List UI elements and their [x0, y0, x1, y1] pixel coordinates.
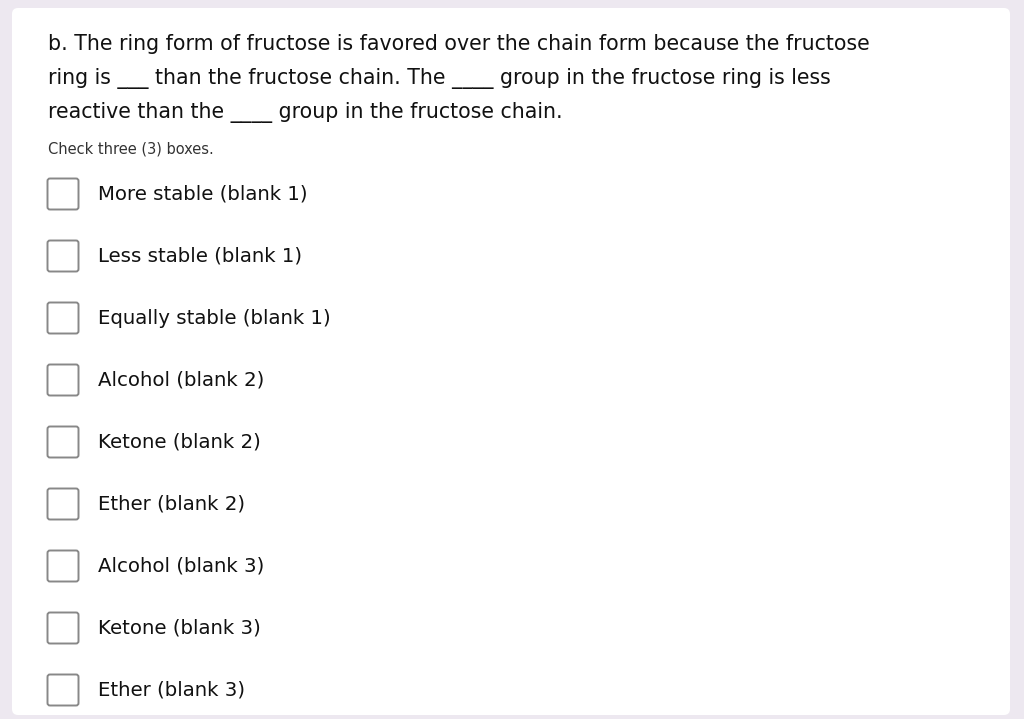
Text: Equally stable (blank 1): Equally stable (blank 1) — [98, 308, 331, 327]
Text: Ether (blank 2): Ether (blank 2) — [98, 495, 245, 513]
Text: Ketone (blank 3): Ketone (blank 3) — [98, 618, 261, 638]
FancyBboxPatch shape — [47, 426, 79, 457]
Text: Alcohol (blank 3): Alcohol (blank 3) — [98, 557, 264, 575]
Text: Less stable (blank 1): Less stable (blank 1) — [98, 247, 302, 265]
FancyBboxPatch shape — [47, 488, 79, 520]
FancyBboxPatch shape — [47, 613, 79, 644]
Text: Ketone (blank 2): Ketone (blank 2) — [98, 433, 261, 452]
FancyBboxPatch shape — [47, 365, 79, 395]
Text: Ether (blank 3): Ether (blank 3) — [98, 680, 245, 700]
FancyBboxPatch shape — [47, 240, 79, 272]
FancyBboxPatch shape — [47, 303, 79, 334]
Text: reactive than the ____ group in the fructose chain.: reactive than the ____ group in the fruc… — [48, 102, 562, 123]
Text: ring is ___ than the fructose chain. The ____ group in the fructose ring is less: ring is ___ than the fructose chain. The… — [48, 68, 830, 89]
Text: b. The ring form of fructose is favored over the chain form because the fructose: b. The ring form of fructose is favored … — [48, 34, 869, 54]
Text: Alcohol (blank 2): Alcohol (blank 2) — [98, 370, 264, 390]
Text: More stable (blank 1): More stable (blank 1) — [98, 185, 307, 203]
FancyBboxPatch shape — [12, 8, 1010, 715]
FancyBboxPatch shape — [47, 178, 79, 209]
FancyBboxPatch shape — [47, 551, 79, 582]
Text: Check three (3) boxes.: Check three (3) boxes. — [48, 142, 214, 157]
FancyBboxPatch shape — [47, 674, 79, 705]
